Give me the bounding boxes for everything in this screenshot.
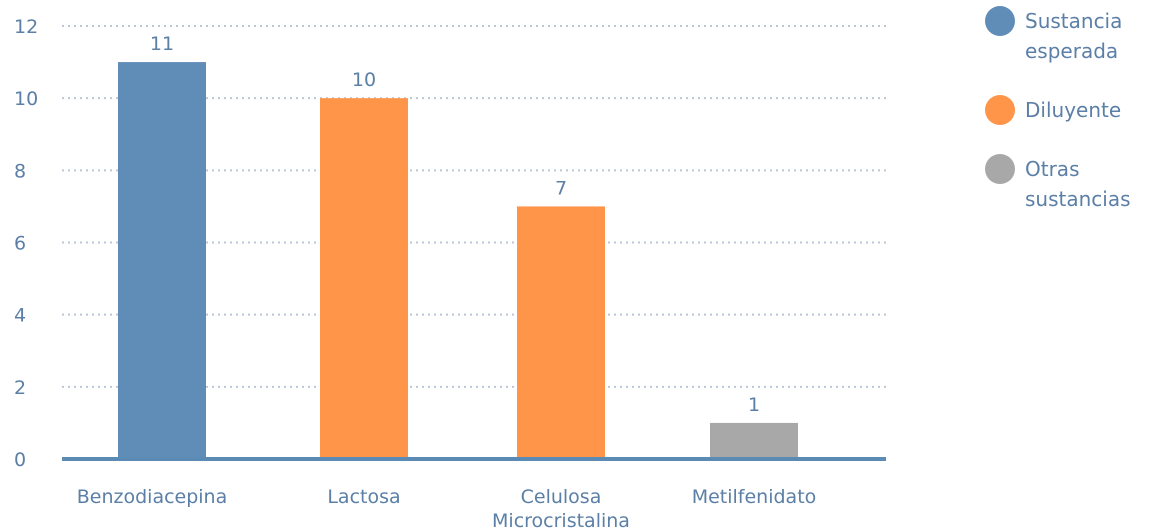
legend-label: Diluyente	[1025, 98, 1121, 122]
bars	[118, 62, 798, 460]
category-label: Celulosa Microcristalina	[492, 486, 630, 531]
category-label: Benzodiacepina	[77, 486, 228, 508]
data-label: 10	[352, 69, 376, 91]
legend-swatch	[985, 95, 1015, 125]
category-labels: Benzodiacepina Lactosa Celulosa Microcrista…	[77, 486, 817, 531]
y-tick-label: 6	[14, 233, 26, 255]
data-label: 7	[555, 177, 567, 199]
data-label: 1	[748, 394, 760, 416]
legend-swatch	[985, 6, 1015, 36]
category-label: Lactosa	[327, 486, 400, 508]
y-tick-label: 0	[14, 449, 26, 471]
y-tick-label: 4	[14, 305, 26, 327]
y-axis-ticks: 0 2 4 6 8 10 12	[14, 16, 38, 471]
data-labels: 11 10 7 1	[150, 33, 760, 416]
y-tick-label: 2	[14, 377, 26, 399]
y-tick-label: 10	[14, 88, 38, 110]
y-tick-label: 8	[14, 160, 26, 182]
legend-label: Sustancia esperada	[1025, 9, 1122, 63]
bar	[710, 422, 798, 459]
legend: Sustancia esperada Diluyente Otras sustancia…	[985, 6, 1131, 211]
category-label: Metilfenidato	[692, 486, 817, 508]
y-tick-label: 12	[14, 16, 38, 38]
bar	[517, 206, 605, 459]
bar	[320, 98, 408, 460]
legend-swatch	[985, 154, 1015, 184]
data-label: 11	[150, 33, 174, 55]
bar	[118, 62, 206, 459]
legend-label: Otras sustancias	[1025, 157, 1131, 211]
